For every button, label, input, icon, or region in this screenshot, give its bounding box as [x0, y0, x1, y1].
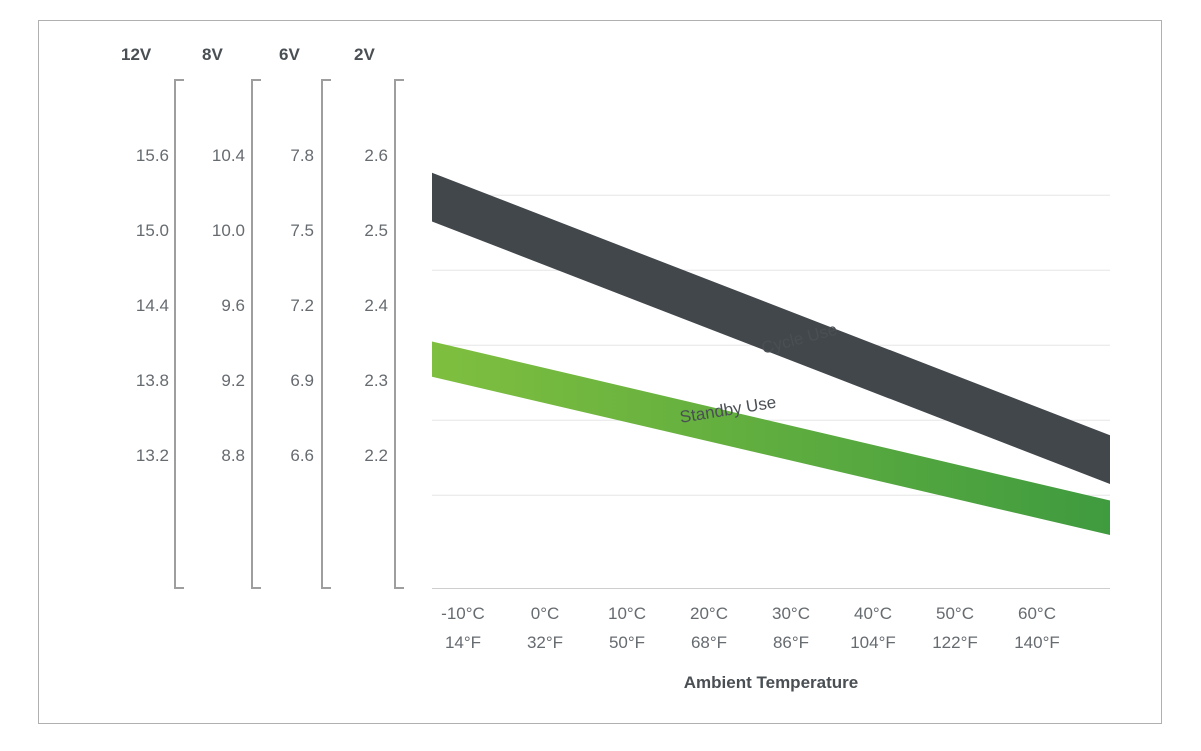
y-axis-bracket [174, 79, 184, 589]
plot-svg [432, 79, 1110, 589]
y-tick-label: 9.2 [201, 371, 245, 391]
y-tick-label: 2.4 [344, 296, 388, 316]
y-tick-label: 8.8 [201, 446, 245, 466]
y-column-header: 2V [354, 45, 375, 65]
y-tick-label: 2.6 [344, 146, 388, 166]
x-tick-label-c: 30°C [761, 604, 821, 624]
x-tick-label-f: 68°F [679, 633, 739, 653]
y-tick-label: 15.0 [125, 221, 169, 241]
y-column-header: 6V [279, 45, 300, 65]
x-axis-title: Ambient Temperature [671, 673, 871, 693]
y-column-header: 12V [121, 45, 151, 65]
x-tick-label-c: -10°C [433, 604, 493, 624]
x-tick-label-c: 40°C [843, 604, 903, 624]
x-tick-label-f: 50°F [597, 633, 657, 653]
y-tick-label: 7.8 [270, 146, 314, 166]
x-tick-label-f: 140°F [1007, 633, 1067, 653]
y-tick-label: 6.6 [270, 446, 314, 466]
x-tick-label-c: 10°C [597, 604, 657, 624]
y-tick-label: 9.6 [201, 296, 245, 316]
y-axis-bracket [321, 79, 331, 589]
x-tick-label-f: 86°F [761, 633, 821, 653]
x-tick-label-c: 60°C [1007, 604, 1067, 624]
x-tick-label-c: 0°C [515, 604, 575, 624]
y-tick-label: 10.0 [201, 221, 245, 241]
plot-area: Cycle UseStandby Use [432, 79, 1110, 589]
y-tick-label: 14.4 [125, 296, 169, 316]
chart-frame: 12V 15.6 15.0 14.4 13.8 13.2 8V 10.4 10.0 9.6 9.2 8… [38, 20, 1162, 724]
y-tick-label: 2.3 [344, 371, 388, 391]
y-tick-label: 2.5 [344, 221, 388, 241]
y-tick-label: 7.5 [270, 221, 314, 241]
y-axis-bracket [251, 79, 261, 589]
chart-inner: 12V 15.6 15.0 14.4 13.8 13.2 8V 10.4 10.0 9.6 9.2 8… [39, 21, 1161, 723]
y-axis-bracket [394, 79, 404, 589]
x-tick-label-c: 20°C [679, 604, 739, 624]
y-tick-label: 7.2 [270, 296, 314, 316]
y-tick-label: 15.6 [125, 146, 169, 166]
x-tick-label-f: 14°F [433, 633, 493, 653]
y-tick-label: 6.9 [270, 371, 314, 391]
y-column-header: 8V [202, 45, 223, 65]
x-tick-label-c: 50°C [925, 604, 985, 624]
y-tick-label: 2.2 [344, 446, 388, 466]
x-tick-label-f: 32°F [515, 633, 575, 653]
y-tick-label: 13.2 [125, 446, 169, 466]
y-tick-label: 10.4 [201, 146, 245, 166]
y-tick-label: 13.8 [125, 371, 169, 391]
x-tick-label-f: 104°F [843, 633, 903, 653]
x-tick-label-f: 122°F [925, 633, 985, 653]
